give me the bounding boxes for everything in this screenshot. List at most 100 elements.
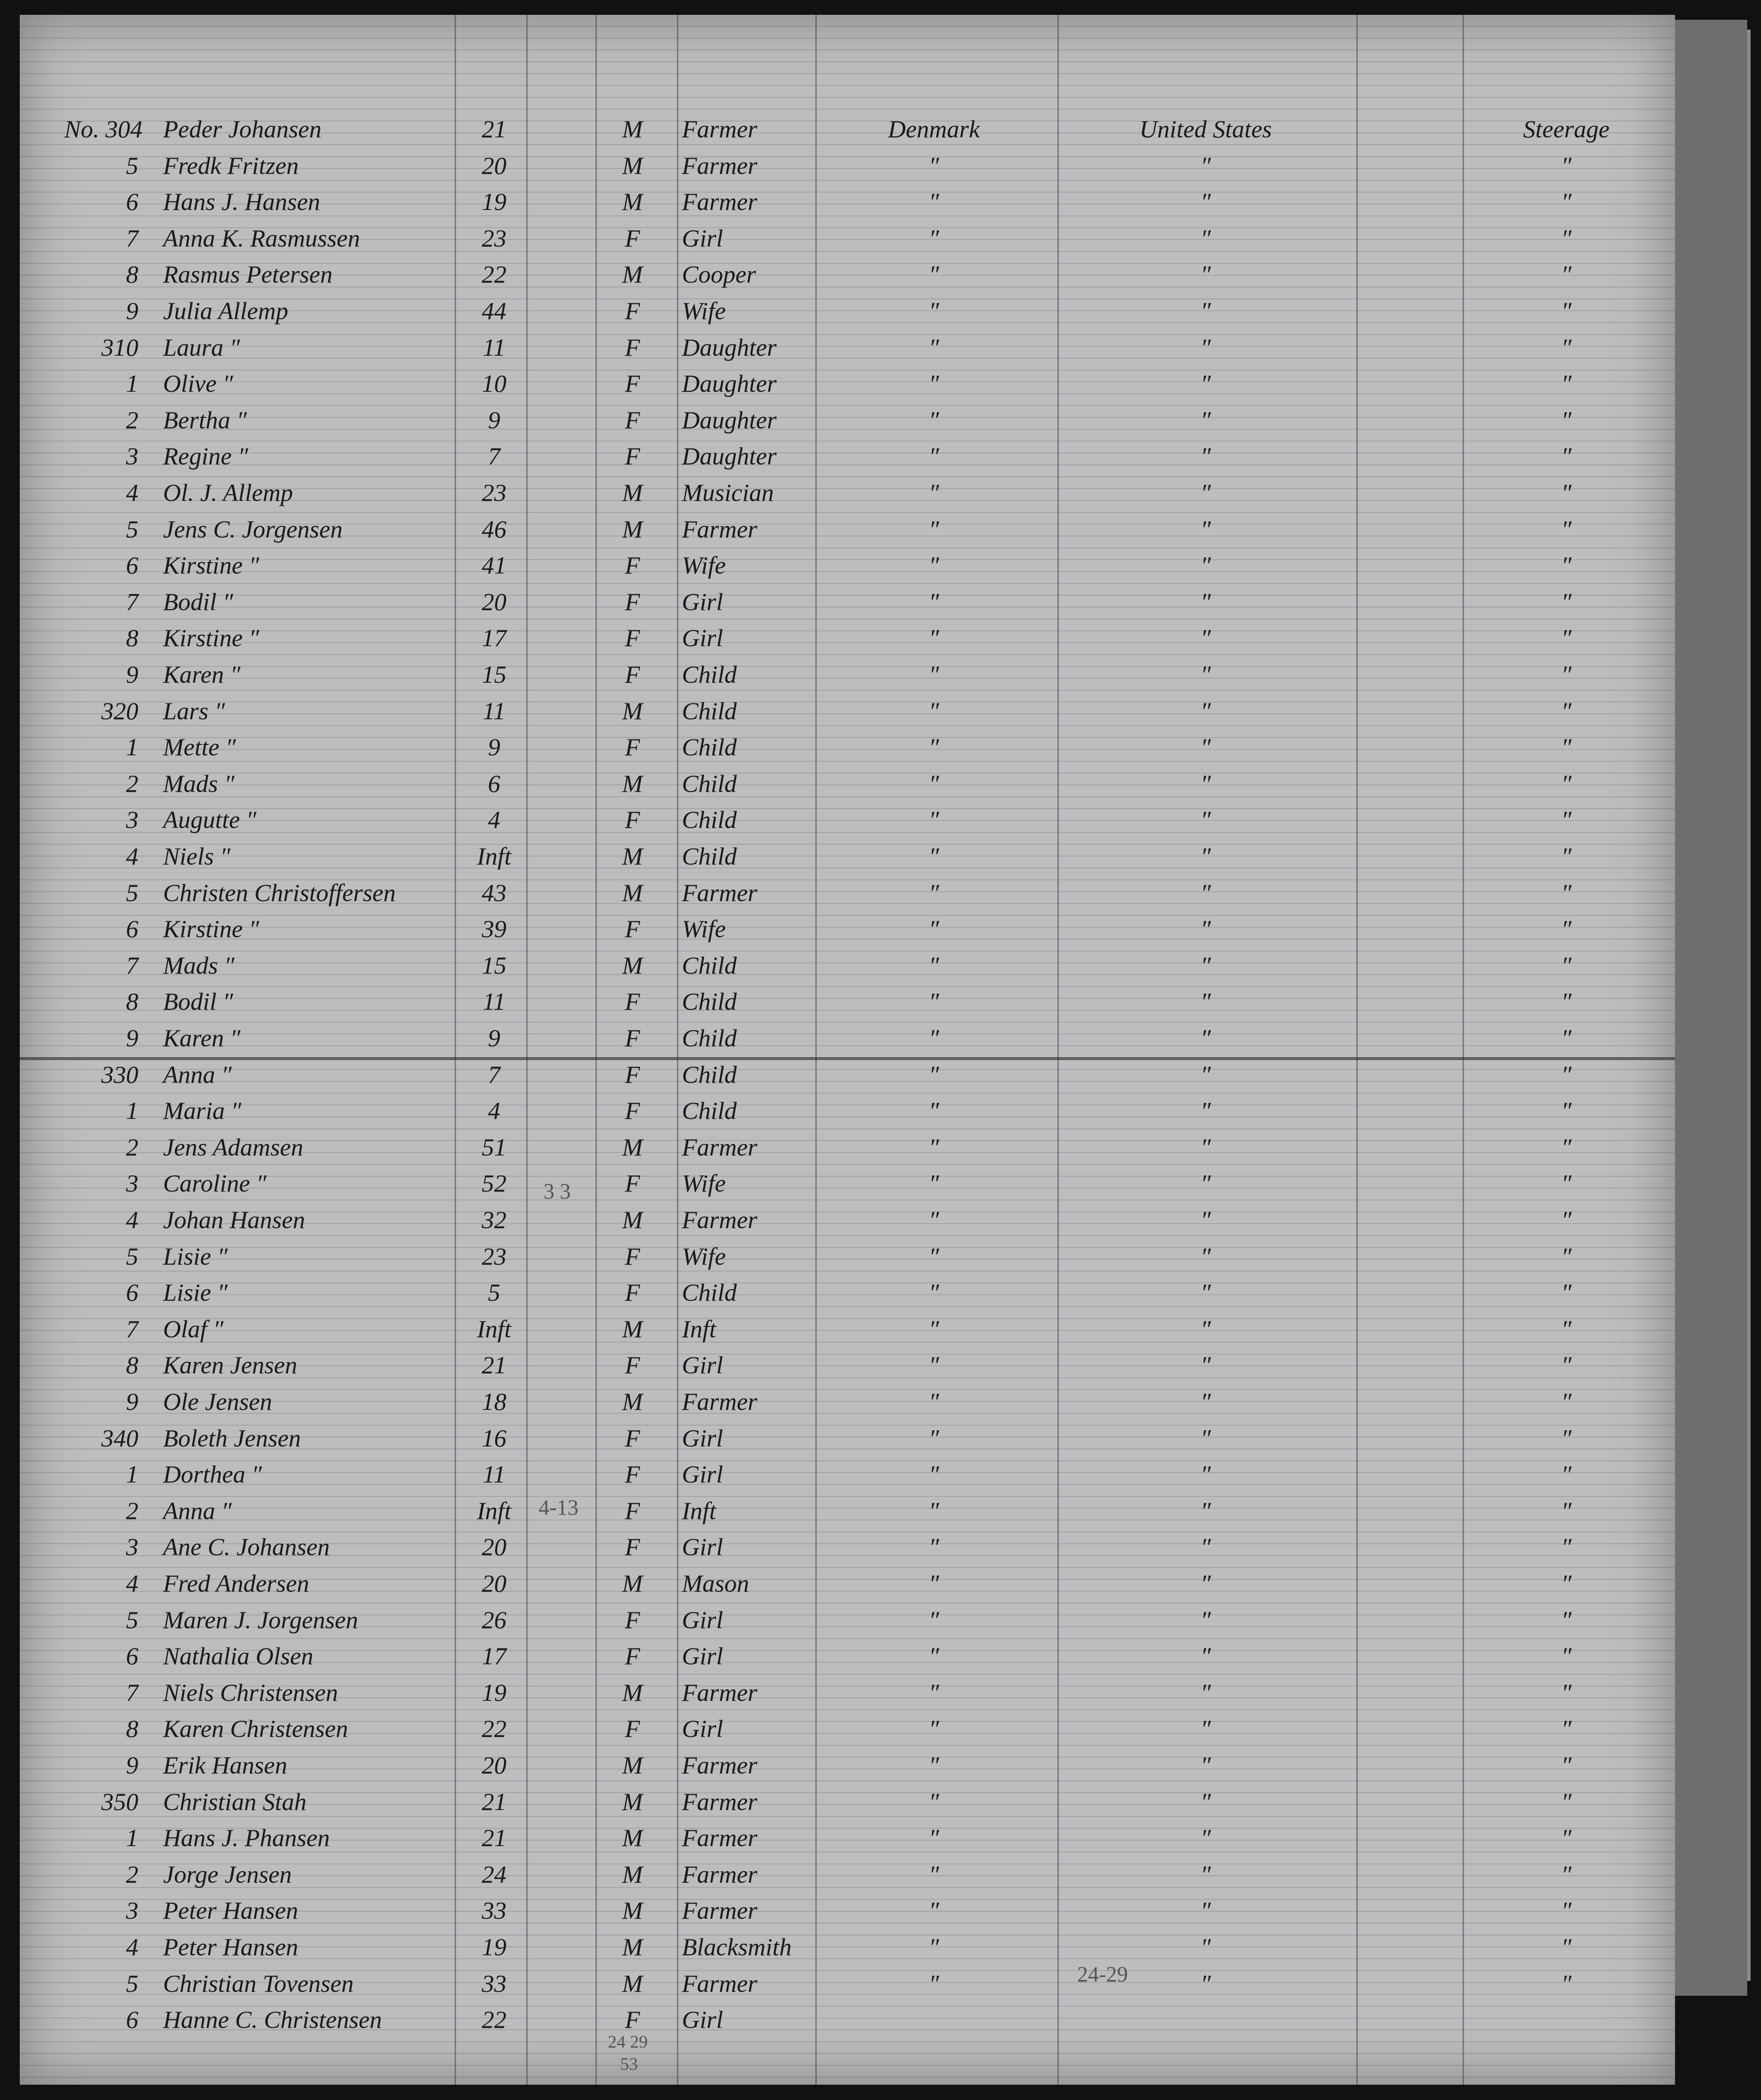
passage-class: ″ — [1561, 697, 1572, 725]
passenger-sex: M — [622, 260, 643, 288]
entry-number: 2 — [126, 1133, 138, 1161]
passenger-occupation: Farmer — [682, 188, 757, 216]
entry-number: 320 — [101, 697, 138, 725]
passage-class: ″ — [1561, 1424, 1572, 1452]
passenger-sex: F — [625, 1606, 640, 1634]
passage-class: ″ — [1561, 333, 1572, 361]
passage-class: ″ — [1561, 479, 1572, 506]
passenger-occupation: Girl — [682, 1715, 723, 1743]
passage-class: ″ — [1561, 1242, 1572, 1270]
passenger-occupation: Wife — [682, 1242, 726, 1270]
passenger-occupation: Child — [682, 769, 737, 797]
table-row: 3 Caroline ″ 52 F Wife ″ ″ ″ — [20, 1165, 1675, 1201]
table-row: 6 Lisie ″ 5 F Child ″ ″ ″ — [20, 1275, 1675, 1310]
passenger-age: 21 — [482, 115, 506, 143]
entry-number: 1 — [126, 733, 138, 761]
passenger-age: 21 — [482, 1351, 506, 1379]
passenger-age: 46 — [482, 515, 506, 543]
destination: ″ — [1200, 333, 1211, 361]
passenger-sex: M — [622, 697, 643, 725]
entry-number: 8 — [126, 260, 138, 288]
passenger-age: 33 — [482, 1896, 506, 1925]
passenger-sex: M — [622, 1787, 643, 1815]
passenger-name: Ol. J. Allemp — [163, 479, 293, 506]
passenger-name: Fred Andersen — [163, 1569, 309, 1597]
passage-class: ″ — [1561, 442, 1572, 470]
passenger-sex: M — [622, 1824, 643, 1852]
passenger-sex: M — [622, 115, 643, 143]
passenger-name: Ole Jensen — [163, 1388, 272, 1415]
entry-number: 340 — [101, 1424, 138, 1452]
passenger-name: Niels Christensen — [163, 1678, 338, 1706]
table-row: 7 Olaf ″ Inft M Inft ″ ″ ″ — [20, 1311, 1675, 1347]
passenger-age: 11 — [482, 697, 506, 725]
country-of-origin: ″ — [928, 1060, 939, 1088]
entry-number: 6 — [126, 915, 138, 943]
passenger-sex: F — [625, 2006, 640, 2034]
passenger-name: Anna ″ — [163, 1060, 232, 1088]
table-row: 4 Ol. J. Allemp 23 M Musician ″ ″ ″ — [20, 475, 1675, 510]
country-of-origin: ″ — [928, 806, 939, 834]
passenger-age: 19 — [482, 1678, 506, 1706]
passage-class: ″ — [1561, 151, 1572, 179]
passenger-name: Anna ″ — [163, 1496, 232, 1524]
destination: ″ — [1200, 442, 1211, 470]
passenger-name: Caroline ″ — [163, 1169, 267, 1197]
entry-number: 4 — [126, 1569, 138, 1597]
country-of-origin: ″ — [928, 624, 939, 652]
passenger-age: 26 — [482, 1606, 506, 1634]
passenger-sex: M — [622, 1678, 643, 1706]
passenger-sex: F — [625, 1533, 640, 1561]
entry-number: 3 — [126, 1533, 138, 1561]
passenger-age: 23 — [482, 224, 506, 252]
country-of-origin: ″ — [928, 1969, 939, 1997]
table-row: 6 Kirstine ″ 41 F Wife ″ ″ ″ — [20, 547, 1675, 583]
annotation: 4-13 — [539, 1495, 579, 1520]
destination: ″ — [1200, 1678, 1211, 1706]
passenger-occupation: Wife — [682, 915, 726, 943]
table-row: 5 Lisie ″ 23 F Wife ″ ″ ″ — [20, 1238, 1675, 1274]
table-row: 2 Mads ″ 6 M Child ″ ″ ″ — [20, 766, 1675, 801]
table-row: 2 Bertha ″ 9 F Daughter ″ ″ ″ — [20, 402, 1675, 438]
table-row: 3 Ane C. Johansen 20 F Girl ″ ″ ″ — [20, 1529, 1675, 1565]
entry-number: 6 — [126, 2006, 138, 2034]
passenger-occupation: Girl — [682, 1351, 723, 1379]
passenger-name: Christen Christoffersen — [163, 878, 396, 906]
passenger-age: 19 — [482, 188, 506, 216]
passage-class: Steerage — [1523, 115, 1610, 143]
table-row: 8 Rasmus Petersen 22 M Cooper ″ ″ ″ — [20, 256, 1675, 292]
passenger-occupation: Girl — [682, 1424, 723, 1452]
page-stack-edge — [1670, 20, 1747, 1996]
passenger-name: Hans J. Hansen — [163, 188, 321, 216]
passenger-sex: F — [625, 806, 640, 834]
passage-class: ″ — [1561, 1133, 1572, 1161]
country-of-origin: ″ — [928, 1896, 939, 1925]
passage-class: ″ — [1561, 878, 1572, 906]
destination: ″ — [1200, 1933, 1211, 1961]
passage-class: ″ — [1561, 915, 1572, 943]
country-of-origin: ″ — [928, 1860, 939, 1888]
country-of-origin: ″ — [928, 1315, 939, 1343]
entry-number: 3 — [126, 806, 138, 834]
table-row: 9 Karen ″ 15 F Child ″ ″ ″ — [20, 657, 1675, 692]
table-row: 320 Lars ″ 11 M Child ″ ″ ″ — [20, 693, 1675, 729]
passenger-name: Anna K. Rasmussen — [163, 224, 360, 252]
passenger-sex: M — [622, 878, 643, 906]
passenger-age: 16 — [482, 1424, 506, 1452]
country-of-origin: ″ — [928, 1024, 939, 1052]
passenger-age: 20 — [482, 151, 506, 179]
entry-number: 1 — [126, 1097, 138, 1125]
country-of-origin: ″ — [928, 915, 939, 943]
destination: ″ — [1200, 1606, 1211, 1634]
destination: ″ — [1200, 1569, 1211, 1597]
passenger-name: Karen ″ — [163, 660, 241, 688]
passenger-occupation: Child — [682, 697, 737, 725]
table-row: 9 Karen ″ 9 F Child ″ ″ ″ — [20, 1020, 1675, 1056]
passenger-age: 9 — [488, 406, 501, 434]
country-of-origin: ″ — [928, 1606, 939, 1634]
passenger-occupation: Farmer — [682, 1824, 757, 1852]
country-of-origin: ″ — [928, 1169, 939, 1197]
passenger-occupation: Child — [682, 733, 737, 761]
destination: ″ — [1200, 1460, 1211, 1488]
passage-class: ″ — [1561, 1351, 1572, 1379]
